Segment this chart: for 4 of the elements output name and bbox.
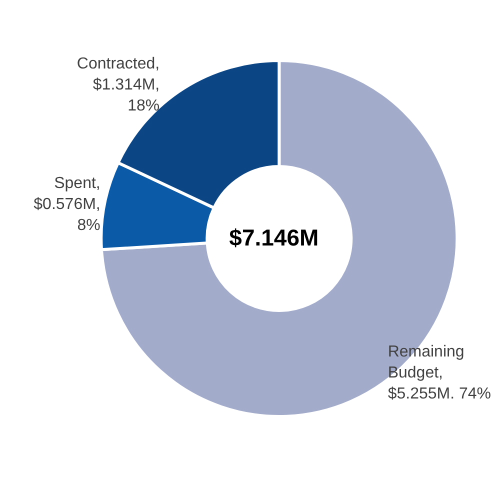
text: $7.146M [229, 224, 319, 250]
slice-label: Spent, $0.576M, 8% [34, 174, 100, 234]
slice-label: Contracted, $1.314M, 18% [76, 55, 160, 114]
slice-label: Remaining Budget, $5.255M. 74% [388, 344, 492, 403]
